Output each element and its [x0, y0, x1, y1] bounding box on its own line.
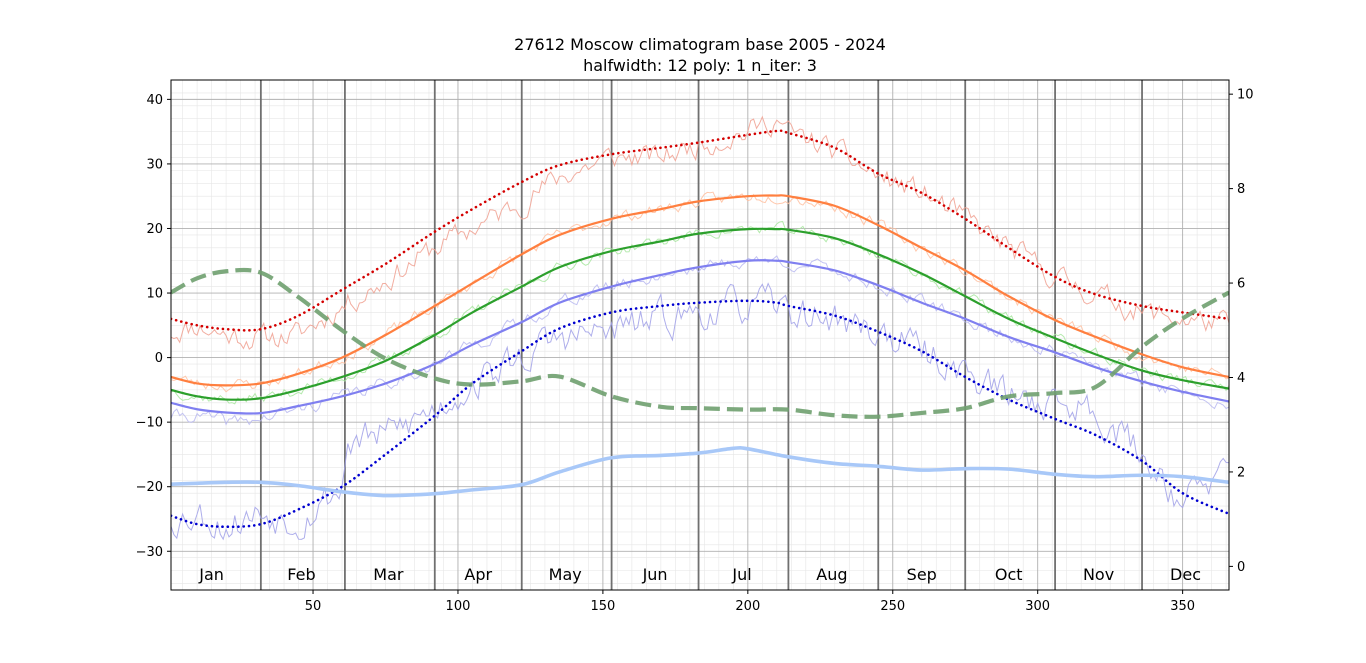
minor-grid	[171, 79, 1229, 590]
chart-subtitle: halfwidth: 12 poly: 1 n_iter: 3	[583, 56, 817, 76]
y-axis-right: 0 2 4 6 8 10	[1229, 88, 1254, 575]
y-tick-label: −10	[136, 416, 163, 431]
y2-tick-label: 10	[1237, 88, 1254, 103]
month-labels: Jan Feb Mar Apr May Jun Jul Aug Sep Oct Nov Dec	[198, 565, 1201, 584]
y2-tick-label: 6	[1237, 277, 1245, 292]
x-tick-label: 250	[880, 599, 905, 614]
month-label: Aug	[816, 565, 847, 584]
y2-tick-label: 0	[1237, 560, 1245, 575]
y-tick-label: 20	[146, 222, 163, 237]
month-label: May	[549, 565, 582, 584]
x-tick-label: 200	[735, 599, 760, 614]
series-mean-min-smooth	[171, 259, 1229, 415]
chart-title: 27612 Moscow climatogram base 2005 - 202…	[514, 35, 886, 54]
y2-tick-label: 4	[1237, 371, 1245, 386]
series-max-daily	[171, 115, 1229, 350]
month-label: Nov	[1083, 565, 1114, 584]
series-precip-smooth	[171, 267, 1229, 419]
series-max-smooth	[171, 129, 1229, 332]
x-tick-label: 300	[1025, 599, 1050, 614]
series-min-daily	[171, 282, 1229, 541]
y-tick-label: 40	[146, 93, 163, 108]
month-label: Oct	[995, 565, 1023, 584]
series-layer	[171, 115, 1229, 541]
month-label: Dec	[1170, 565, 1201, 584]
plot-frame	[170, 79, 1230, 591]
y-tick-label: 10	[146, 287, 163, 302]
x-tick-label: 350	[1170, 599, 1195, 614]
x-axis: 50 100 150 200 250 300 350	[305, 590, 1195, 614]
y-tick-label: −20	[136, 480, 163, 495]
x-tick-label: 100	[446, 599, 471, 614]
series-mean-min-daily	[171, 255, 1229, 426]
month-label: Feb	[287, 565, 315, 584]
x-tick-label: 150	[590, 599, 615, 614]
month-label: Jul	[731, 565, 751, 584]
x-tick-label: 50	[305, 599, 322, 614]
month-label: Sep	[907, 565, 937, 584]
month-label: Apr	[464, 565, 492, 584]
y-axis-left: −30 −20 −10 0 10 20 30 40	[136, 93, 171, 560]
y-tick-label: 0	[155, 351, 163, 366]
y-tick-label: −30	[136, 545, 163, 560]
series-mean-max-smooth	[171, 194, 1229, 387]
series-variation	[171, 445, 1229, 498]
month-label: Jan	[198, 565, 224, 584]
month-label: Mar	[373, 565, 404, 584]
month-label: Jun	[642, 565, 668, 584]
y-tick-label: 30	[146, 157, 163, 172]
series-min-smooth	[171, 299, 1229, 529]
y2-tick-label: 2	[1237, 465, 1245, 480]
series-mean-smooth	[171, 227, 1229, 401]
y2-tick-label: 8	[1237, 182, 1245, 197]
